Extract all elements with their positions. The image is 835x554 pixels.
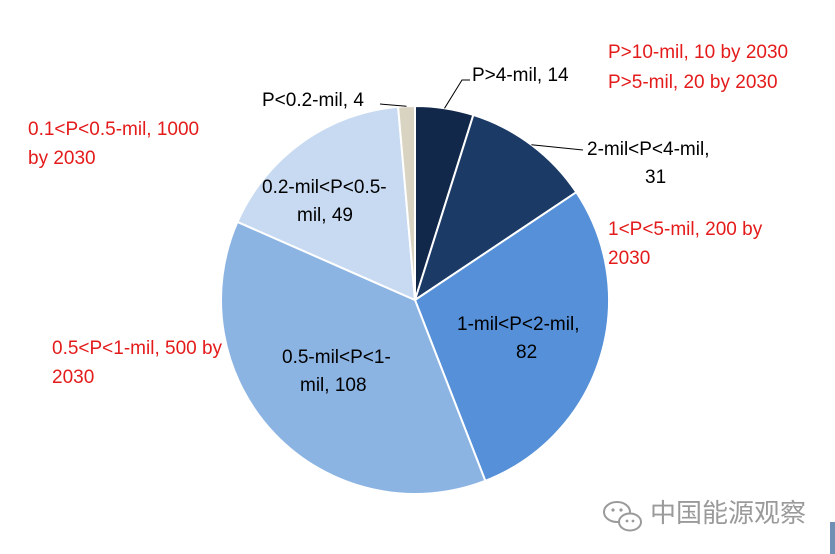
pie-slice-4 (236, 105, 417, 302)
watermark-text: 中国能源观察 (650, 498, 806, 528)
annotation-01-05: 0.1<P<0.5-mil, 1000 by 2030 (28, 119, 204, 169)
slice-labels: P>4-mil, 14 2-mil<P<4-mil, 31 1-mil<P<2-… (262, 65, 715, 396)
pie-slice-2 (413, 190, 610, 483)
slice-label-02-05: 0.2-mil<P<0.5- mil, 49 (262, 177, 392, 226)
annotation-1-5: 1<P<5-mil, 200 by 2030 (608, 219, 767, 269)
annotation-p-gt-5: P>5-mil, 20 by 2030 (608, 72, 778, 93)
annotations: P>10-mil, 10 by 2030 P>5-mil, 20 by 2030… (28, 42, 788, 388)
pie-slice-3 (220, 220, 487, 495)
leader-line-2-4 (531, 144, 584, 151)
pie-slice-5 (397, 104, 416, 301)
slice-label-2-4-line1: 2-mil<P<4-mil, (587, 139, 709, 160)
wechat-icon (603, 501, 642, 532)
edge-line (830, 522, 835, 554)
leader-line-p-gt-4 (444, 79, 470, 109)
leader-lines (379, 79, 584, 151)
watermark: 中国能源观察 (603, 498, 806, 532)
slice-label-2-4-line2: 31 (645, 167, 666, 188)
pie-slices (220, 104, 610, 495)
slice-label-2-4: 2-mil<P<4-mil, 31 (587, 139, 715, 188)
slice-label-p-lt-02: P<0.2-mil, 4 (262, 90, 364, 111)
annotation-05-1: 0.5<P<1-mil, 500 by 2030 (52, 338, 227, 388)
leader-line-p-lt-02 (379, 103, 407, 107)
slice-label-p-gt-4: P>4-mil, 14 (472, 65, 569, 86)
slice-label-1-2: 1-mil<P<2-mil, 82 (457, 314, 585, 363)
slice-label-05-1: 0.5-mil<P<1- mil, 108 (282, 347, 396, 396)
annotation-p-gt-10: P>10-mil, 10 by 2030 (608, 42, 788, 63)
